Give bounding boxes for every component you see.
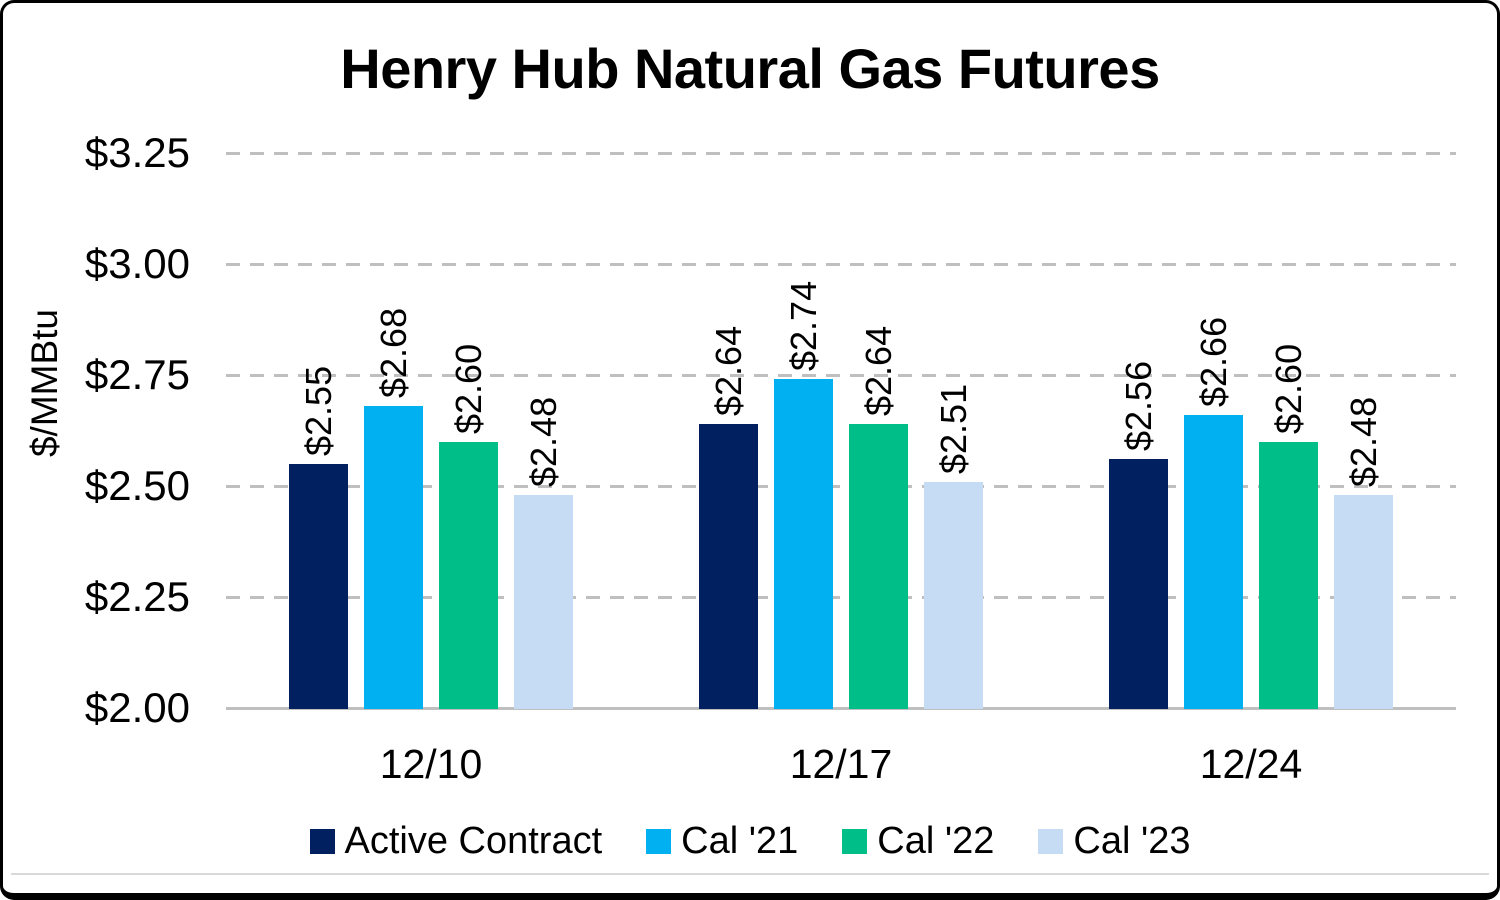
legend-swatch-icon: [309, 828, 335, 854]
bar-value-label: $2.48: [1342, 396, 1384, 487]
legend-swatch-icon: [646, 828, 672, 854]
bottom-divider: [11, 873, 1489, 875]
x-tick-label: 12/10: [379, 741, 483, 787]
gridline: [226, 262, 1456, 266]
y-axis-title: $/MMBtu: [24, 308, 65, 458]
legend-item-cal-22: Cal '22: [842, 816, 994, 866]
bar-value-label: $2.48: [522, 396, 564, 487]
gridline: [226, 151, 1456, 155]
legend-item-cal-21: Cal '21: [646, 816, 798, 866]
x-tick-label: 12/24: [1199, 741, 1303, 787]
bar-cal-22-12-17: [849, 423, 908, 709]
bar-cal-21-12-10: [364, 406, 423, 709]
legend-swatch-icon: [842, 828, 868, 854]
bar-cal-23-12-24: [1334, 494, 1393, 709]
bar-active-contract-12-24: [1109, 459, 1168, 709]
y-tick-label: $2.75: [84, 351, 190, 398]
x-tick-label: 12/17: [789, 741, 893, 787]
bar-cal-23-12-17: [924, 481, 983, 709]
gridline: [226, 595, 1456, 599]
y-tick-label: $2.50: [84, 462, 190, 509]
legend-label: Cal '21: [681, 820, 799, 862]
legend-label: Active Contract: [344, 820, 603, 862]
legend-label: Cal '23: [1073, 820, 1191, 862]
bar-value-label: $2.55: [297, 365, 339, 456]
bar-value-label: $2.64: [707, 325, 749, 416]
bar-value-label: $2.51: [932, 383, 974, 474]
bar-active-contract-12-17: [699, 423, 758, 709]
bar-cal-23-12-10: [514, 494, 573, 709]
bar-cal-22-12-24: [1259, 441, 1318, 709]
bar-active-contract-12-10: [289, 463, 348, 709]
legend-swatch-icon: [1038, 828, 1064, 854]
bar-value-label: $2.64: [857, 325, 899, 416]
legend: Active Contract Cal '21 Cal '22 Cal '23: [3, 815, 1497, 867]
gridline: [226, 373, 1456, 377]
bar-cal-21-12-24: [1184, 414, 1243, 709]
legend-label: Cal '22: [877, 820, 995, 862]
bar-value-label: $2.66: [1192, 316, 1234, 407]
bar-cal-22-12-10: [439, 441, 498, 709]
bar-value-label: $2.56: [1117, 361, 1159, 452]
gridline: [226, 484, 1456, 488]
y-tick-label: $2.25: [84, 573, 190, 620]
bar-value-label: $2.60: [447, 343, 489, 434]
bar-value-label: $2.60: [1267, 343, 1309, 434]
bar-value-label: $2.68: [372, 307, 414, 399]
y-tick-label: $3.00: [84, 240, 190, 287]
bar-value-label: $2.74: [782, 281, 824, 372]
bar-cal-21-12-17: [774, 379, 833, 709]
y-tick-label: $3.25: [84, 129, 190, 176]
y-tick-label: $2.00: [84, 684, 190, 731]
chart-title: Henry Hub Natural Gas Futures: [340, 37, 1160, 100]
legend-item-active-contract: Active Contract: [309, 816, 603, 866]
x-axis-line: [226, 706, 1456, 710]
legend-item-cal-23: Cal '23: [1038, 816, 1190, 866]
